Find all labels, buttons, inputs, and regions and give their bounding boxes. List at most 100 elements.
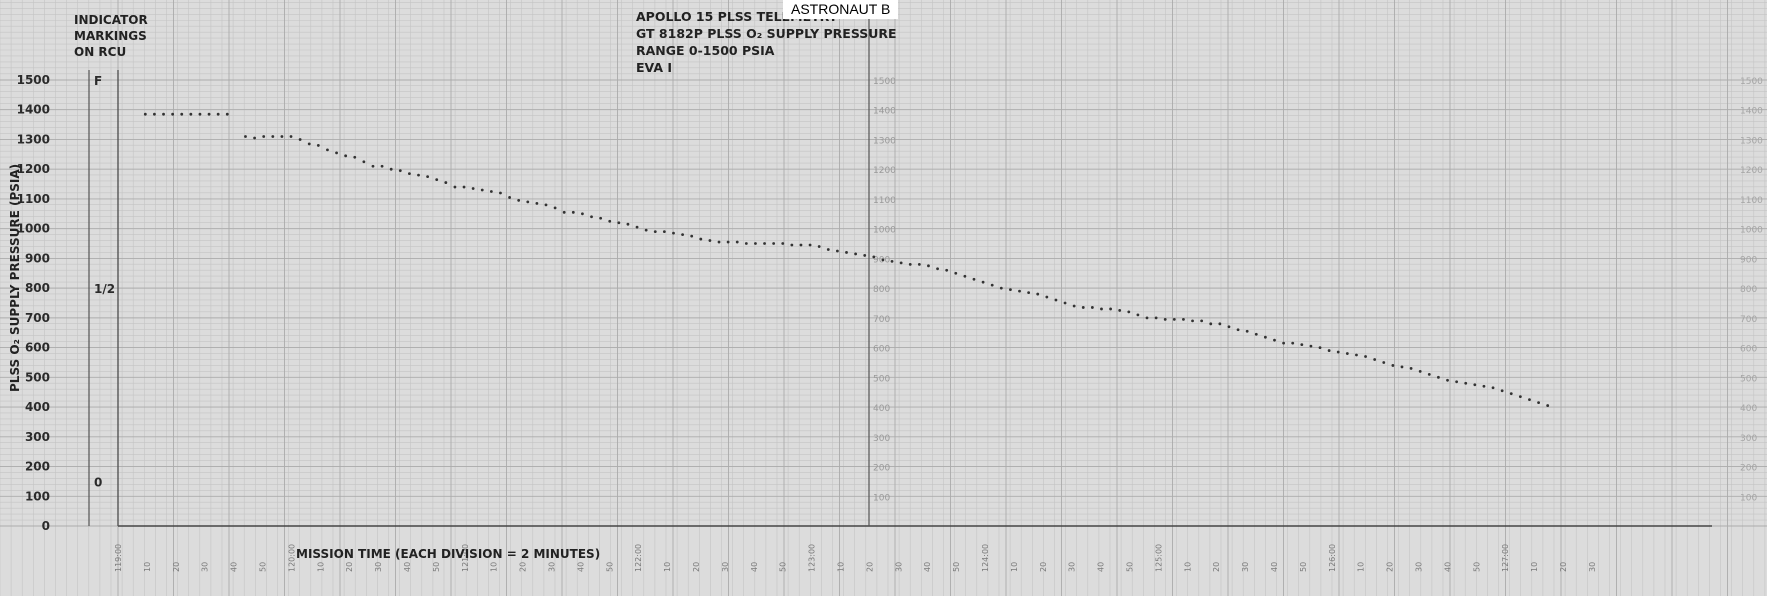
data-point [444, 181, 448, 184]
y-tick-label-faint: 800 [1740, 285, 1757, 295]
data-point [1446, 378, 1449, 382]
data-point [1391, 364, 1395, 367]
data-point [581, 212, 584, 216]
data-point [999, 286, 1003, 290]
x-tick-label: 20 [1039, 562, 1048, 572]
data-point [799, 243, 803, 247]
data-point [599, 216, 603, 220]
data-point [180, 112, 184, 116]
ytick-faint-mid: 1002003004005006007008009001000110012001… [873, 77, 896, 503]
x-tick-label: 126:00 [1328, 544, 1337, 572]
x-tick-label: 10 [316, 562, 325, 572]
y-tick-label: 200 [25, 460, 50, 474]
data-point [817, 245, 821, 248]
x-tick-label: 10 [1010, 562, 1019, 572]
y-tick-label-faint: 500 [1740, 374, 1757, 384]
data-point [189, 112, 193, 116]
data-point [890, 259, 894, 263]
data-points [143, 112, 1550, 407]
data-point [371, 164, 375, 168]
ytick-labels: 0 100 200 300 400 500 600 700 800 900 1000 1100 1200… [17, 73, 50, 533]
data-point [1509, 392, 1513, 396]
data-point [489, 190, 493, 193]
y-tick-label-faint: 1500 [873, 77, 896, 87]
data-point [216, 112, 220, 116]
x-tick-label: 10 [663, 562, 672, 572]
data-point [1118, 309, 1122, 312]
x-tick-label: 50 [1299, 562, 1308, 572]
y-tick-label-faint: 100 [873, 493, 890, 503]
data-point [1318, 346, 1322, 349]
y-tick-label-faint: 700 [1740, 315, 1757, 325]
indicator-mark: 1/2 [94, 282, 115, 296]
data-point [1537, 401, 1540, 405]
data-point [562, 210, 566, 214]
x-tick-label: 50 [952, 562, 961, 572]
data-point [453, 185, 457, 189]
y-tick-label-faint: 1100 [873, 196, 896, 206]
x-tick-label: 20 [519, 562, 528, 572]
data-point [380, 164, 384, 168]
y-tick-label-faint: 700 [873, 315, 890, 325]
data-point [763, 242, 766, 245]
y-tick-label: 1400 [17, 103, 50, 117]
data-point [990, 283, 994, 287]
x-tick-label: 30 [201, 562, 210, 572]
x-tick-label: 30 [374, 562, 383, 572]
data-point [271, 135, 275, 138]
data-point [954, 271, 958, 275]
y-tick-label: 800 [25, 281, 50, 295]
data-point [854, 252, 858, 256]
y-tick-label: 400 [25, 400, 50, 414]
x-tick-label: 122:00 [634, 544, 643, 572]
data-point [1336, 350, 1340, 354]
data-point [326, 148, 329, 152]
data-point [153, 112, 156, 116]
x-tick-label: 123:00 [808, 544, 817, 572]
y-tick-label-faint: 1400 [1740, 107, 1763, 117]
x-tick-label: 30 [548, 562, 557, 572]
x-tick-label: 40 [1443, 562, 1452, 572]
data-point [316, 144, 320, 147]
x-tick-label: 50 [779, 562, 788, 572]
data-point [253, 136, 256, 140]
data-point [1546, 404, 1550, 407]
data-point [781, 242, 785, 245]
data-point [863, 254, 867, 257]
x-tick-label: 121:00 [461, 544, 470, 572]
data-point [1300, 343, 1304, 347]
data-point [662, 230, 666, 234]
x-tick-label: 50 [259, 562, 268, 572]
x-tick-label: 124:00 [981, 544, 990, 572]
data-point [244, 135, 247, 138]
x-tick-label: 30 [1415, 562, 1424, 572]
x-tick-label: 10 [490, 562, 499, 572]
y-tick-label: 300 [25, 430, 50, 444]
data-point [1054, 298, 1058, 302]
data-point [1482, 384, 1486, 388]
y-tick-label: 500 [25, 370, 50, 384]
x-tick-label: 20 [865, 562, 874, 572]
x-tick-label: 50 [1126, 562, 1135, 572]
data-point [262, 135, 266, 138]
data-point [899, 261, 903, 265]
chart-title-line-2: GT 8182P PLSS O₂ SUPPLY PRESSURE [636, 26, 897, 41]
data-point [717, 240, 721, 244]
x-tick-label: 10 [1357, 562, 1366, 572]
data-point [462, 185, 466, 189]
y-tick-label: 900 [25, 251, 50, 265]
data-point [225, 112, 229, 116]
data-point [1236, 328, 1240, 332]
data-point [1218, 322, 1222, 326]
x-tick-label: 20 [1212, 562, 1221, 572]
x-tick-label: 125:00 [1154, 544, 1163, 572]
data-point [207, 112, 211, 116]
y-tick-label: 1100 [17, 192, 50, 206]
x-tick-label: 50 [432, 562, 441, 572]
axis-lines [88, 0, 1712, 527]
data-point [544, 203, 548, 207]
data-point [353, 155, 357, 159]
x-tick-label: 20 [172, 562, 181, 572]
data-point [1009, 288, 1012, 292]
y-tick-label: 700 [25, 311, 50, 325]
